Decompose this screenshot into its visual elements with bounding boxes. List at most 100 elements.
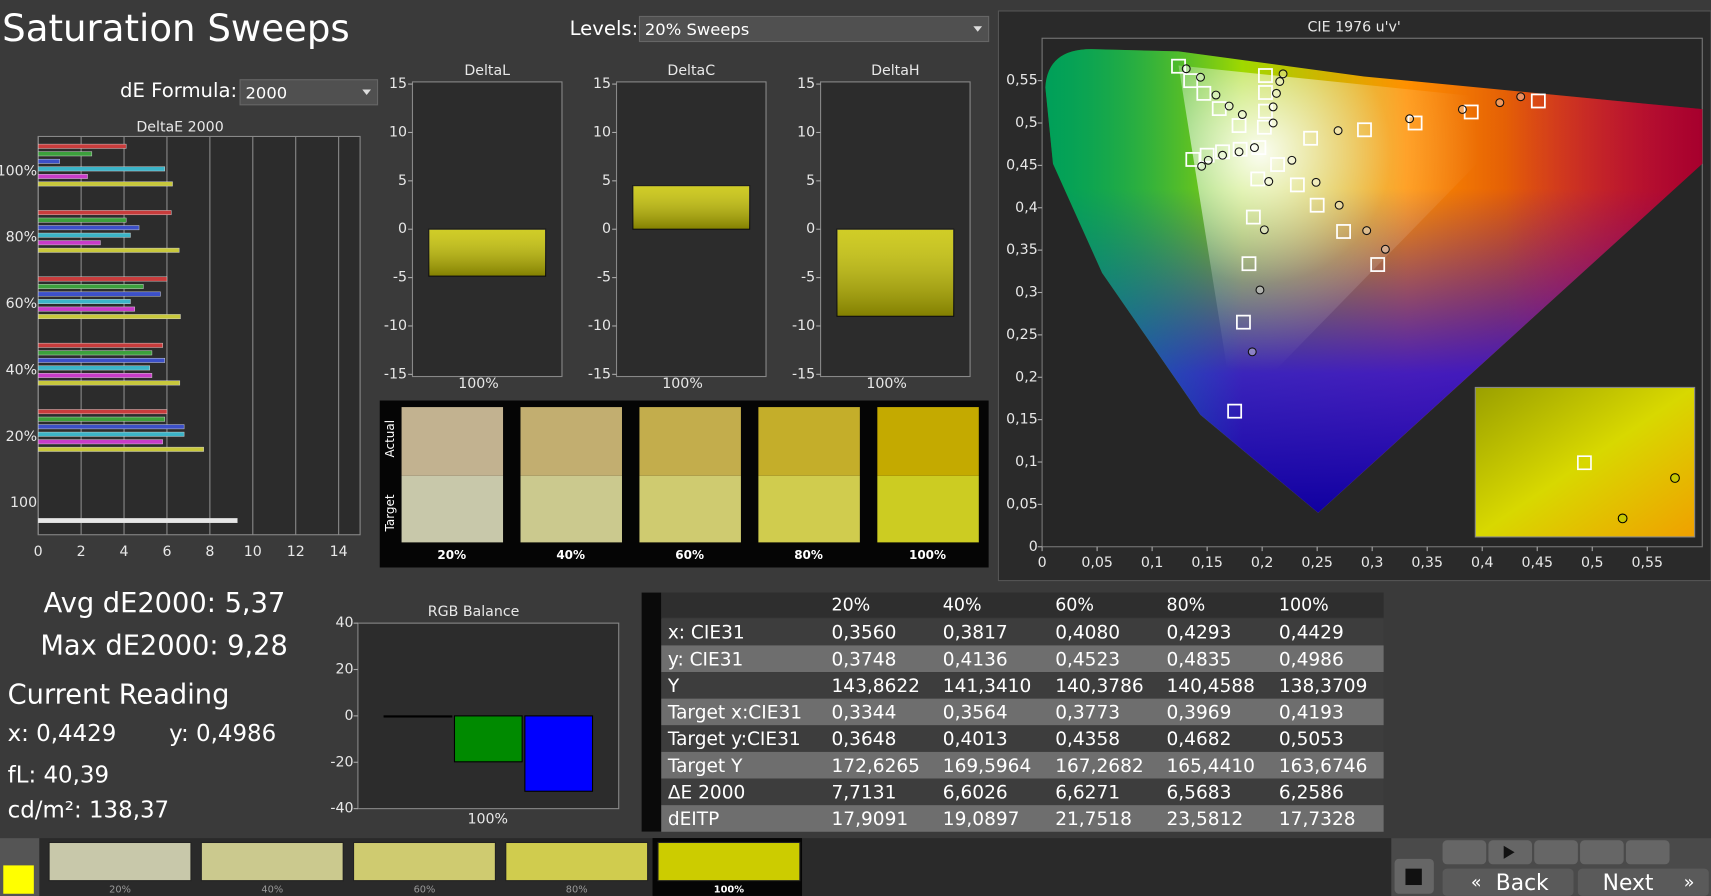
footer-swatch[interactable] (505, 841, 649, 882)
measured-point (1287, 155, 1297, 165)
zoom-inset (1474, 386, 1696, 538)
formula-value: 2000 (246, 83, 288, 102)
row-label: x: CIE31 (668, 623, 745, 644)
x-tick-label: 0,3 (1361, 555, 1384, 571)
table-row (661, 778, 1384, 806)
category-label: 100% (458, 376, 499, 392)
cell: 0,4523 (1055, 649, 1120, 670)
page-title: Saturation Sweeps (2, 7, 350, 50)
target-swatch (520, 475, 622, 543)
bar-shade (632, 185, 750, 230)
bar (37, 181, 173, 187)
swatch-label: 40% (556, 548, 585, 562)
column-header: 40% (943, 596, 982, 616)
next-button[interactable] (1577, 868, 1709, 896)
cell: 0,4682 (1166, 729, 1231, 750)
footer-swatch[interactable] (200, 841, 344, 882)
x-tick-label: 10 (244, 544, 262, 560)
footer-swatch[interactable] (48, 841, 192, 882)
category-label: 100% (866, 376, 907, 392)
measured-point (1264, 177, 1274, 186)
y-tick-label: -15 (792, 366, 815, 382)
cell: 21,7518 (1055, 809, 1132, 830)
rgb-title: RGB Balance (428, 604, 520, 620)
back-label: Back (1496, 871, 1549, 896)
measured-point (1218, 150, 1228, 160)
refresh-button[interactable] (1625, 840, 1670, 865)
target-point (1258, 85, 1273, 100)
bar (37, 166, 166, 172)
footer-swatch-label: 80% (566, 884, 588, 895)
x-tick-label: 0 (34, 544, 43, 560)
measured-point (1495, 98, 1505, 108)
measured-point (1311, 177, 1321, 187)
cell: 0,3773 (1055, 703, 1120, 724)
bar (453, 715, 523, 763)
bar (37, 210, 172, 216)
cell: 6,2586 (1279, 782, 1344, 803)
target-point (1309, 197, 1325, 213)
table-row (661, 672, 1384, 699)
component-title: DeltaH (871, 63, 919, 79)
bar (37, 409, 168, 415)
footer-swatch[interactable] (657, 841, 801, 882)
x-tick-label: 0,05 (1081, 555, 1113, 571)
target-point (1303, 130, 1318, 146)
y-tick-label: 15 (797, 76, 815, 92)
target-swatch (877, 475, 979, 543)
cell: 169,5964 (943, 756, 1032, 777)
target-point (1241, 256, 1257, 272)
swatch-label: 20% (437, 548, 466, 562)
levels-dropdown[interactable] (638, 15, 990, 43)
bar (37, 365, 151, 371)
target-point (1463, 104, 1479, 120)
deltae-title: DeltaE 2000 (136, 120, 223, 136)
loop-button[interactable] (1580, 840, 1624, 865)
bar (524, 715, 594, 792)
x-tick-label: 0,55 (1631, 555, 1663, 571)
cell: 17,9091 (831, 809, 908, 830)
bar (37, 217, 127, 223)
next-label: Next (1603, 871, 1654, 896)
cell: 0,3560 (831, 623, 896, 644)
y-tick-label: -40 (330, 801, 353, 817)
bar (37, 424, 185, 430)
actual-swatch (877, 407, 979, 476)
cell: 6,6026 (943, 782, 1008, 803)
column-header: 60% (1055, 596, 1094, 616)
bar (37, 373, 153, 378)
y-tick-label: -5 (801, 270, 815, 286)
levels-label: Levels: (570, 17, 639, 40)
category-label: 100 (10, 495, 37, 511)
bar (37, 232, 131, 238)
formula-dropdown[interactable] (239, 79, 379, 106)
category-label: 100% (662, 376, 703, 392)
footer-swatch[interactable] (353, 841, 496, 882)
x-tick-label: 0,1 (1141, 555, 1164, 571)
y-tick-label: 5 (806, 173, 815, 189)
cell: 0,4080 (1055, 623, 1120, 644)
bar (37, 357, 166, 363)
row-label: Y (667, 676, 680, 697)
target-point (1336, 224, 1351, 239)
measured-point (1197, 161, 1207, 171)
bar (37, 306, 135, 312)
x-tick-label: 0,45 (1521, 555, 1553, 571)
cell: 0,3969 (1166, 703, 1231, 724)
target-swatch (758, 475, 860, 543)
x-tick-label: 0 (1038, 555, 1047, 571)
target-point (1196, 85, 1212, 101)
cell: 0,3748 (831, 649, 896, 670)
save-button[interactable] (1534, 840, 1578, 865)
controls: « » (1391, 838, 1711, 896)
y-tick-label: 5 (398, 173, 407, 189)
tool-button[interactable] (1442, 840, 1487, 865)
bar (37, 173, 88, 179)
back-button[interactable] (1442, 868, 1574, 896)
gamut-triangle (1178, 65, 1537, 413)
y-tick-label: -10 (384, 318, 407, 334)
cell: 0,4136 (943, 649, 1008, 670)
y-tick-label: 20 (336, 662, 354, 678)
